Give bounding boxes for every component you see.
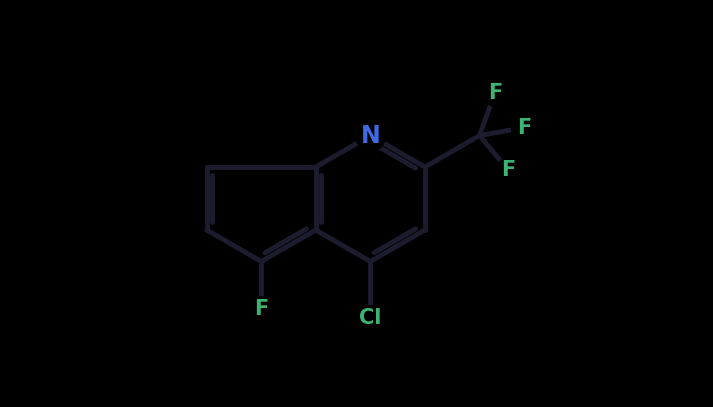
Text: Cl: Cl: [359, 308, 381, 328]
Text: F: F: [488, 83, 502, 103]
Text: F: F: [501, 160, 515, 180]
Text: F: F: [517, 118, 531, 138]
Text: N: N: [361, 124, 380, 147]
Text: F: F: [254, 299, 268, 319]
